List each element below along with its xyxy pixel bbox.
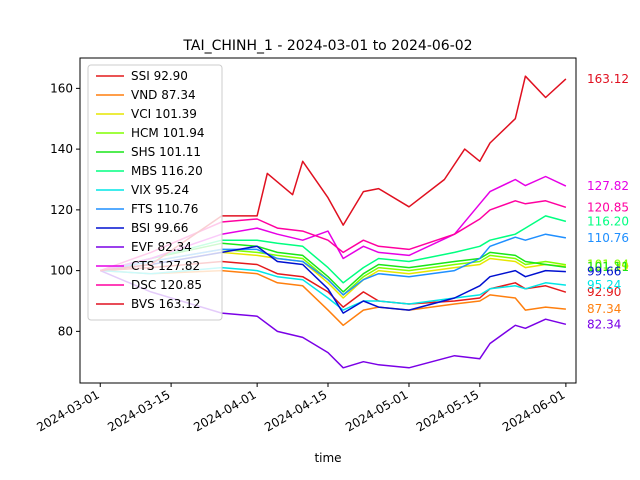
legend-entry-4: SHS 101.11 xyxy=(131,145,201,159)
end-label-8: 99.66 xyxy=(587,265,621,279)
chart-title: TAI_CHINH_1 - 2024-03-01 to 2024-06-02 xyxy=(182,38,472,54)
legend-entry-5: MBS 116.20 xyxy=(131,164,203,178)
legend-entry-7: FTS 110.76 xyxy=(131,202,198,216)
end-label-1: 87.34 xyxy=(587,302,621,316)
series-line-2 xyxy=(100,251,566,299)
legend-entry-8: BSI 99.66 xyxy=(131,221,188,235)
series-line-12 xyxy=(100,75,567,272)
series-line-10 xyxy=(100,175,567,272)
series-line-5 xyxy=(100,215,567,284)
legend-entry-1: VND 87.34 xyxy=(131,88,196,102)
legend-entry-3: HCM 101.94 xyxy=(131,126,205,140)
series-line-6 xyxy=(100,266,566,311)
legend-entry-9: EVF 82.34 xyxy=(131,240,192,254)
series-line-4 xyxy=(100,242,566,293)
end-label-9: 82.34 xyxy=(587,317,621,331)
x-tick-label-1: 2024-03-15 xyxy=(105,387,172,434)
x-tick-label-4: 2024-05-01 xyxy=(343,387,410,434)
x-tick-label-5: 2024-05-15 xyxy=(414,387,481,434)
end-label-6: 95.24 xyxy=(587,278,621,292)
series-line-3 xyxy=(100,248,567,296)
x-tick-label-0: 2024-03-01 xyxy=(34,387,101,434)
y-tick-label-4: 160 xyxy=(50,81,73,95)
legend-entry-12: BVS 163.12 xyxy=(131,297,201,311)
series-line-7 xyxy=(100,233,567,296)
series-line-0 xyxy=(100,260,567,308)
x-tick-label-6: 2024-06-01 xyxy=(500,387,567,434)
series-layer xyxy=(99,75,567,369)
y-tick-label-0: 80 xyxy=(58,324,73,338)
end-label-0: 92.90 xyxy=(587,285,621,299)
y-tick-label-1: 100 xyxy=(50,264,73,278)
end-label-4: 101.11 xyxy=(587,260,629,274)
x-axis: 2024-03-01 2024-03-15 2024-04-01 2024-04-15… xyxy=(34,383,567,434)
series-line-8 xyxy=(100,245,566,314)
y-axis: 80 100 120 140 160 xyxy=(50,81,80,338)
legend-entry-10: CTS 127.82 xyxy=(131,259,200,273)
x-axis-label: time xyxy=(314,451,341,465)
legend: SSI 92.90 VND 87.34 VCI 101.39 HCM 101.94 SH… xyxy=(87,64,223,321)
legend-entry-0: SSI 92.90 xyxy=(131,69,188,83)
x-tick-label-3: 2024-04-15 xyxy=(262,387,329,434)
end-label-11: 120.85 xyxy=(587,200,629,214)
end-label-3: 101.94 xyxy=(587,258,629,272)
legend-entry-6: VIX 95.24 xyxy=(131,183,189,197)
legend-box xyxy=(87,64,223,321)
y-tick-label-2: 120 xyxy=(50,203,73,217)
legend-entry-2: VCI 101.39 xyxy=(131,107,197,121)
series-line-11 xyxy=(99,200,567,272)
end-label-10: 127.82 xyxy=(587,179,629,193)
end-label-7: 110.76 xyxy=(587,231,629,245)
series-line-9 xyxy=(99,269,567,369)
x-tick-label-2: 2024-04-01 xyxy=(191,387,258,434)
end-label-2: 101.39 xyxy=(587,259,629,273)
series-line-1 xyxy=(100,269,566,327)
y-tick-label-3: 140 xyxy=(50,142,73,156)
end-label-5: 116.20 xyxy=(587,214,629,228)
end-label-12: 163.12 xyxy=(587,72,629,86)
legend-entry-11: DSC 120.85 xyxy=(131,278,202,292)
